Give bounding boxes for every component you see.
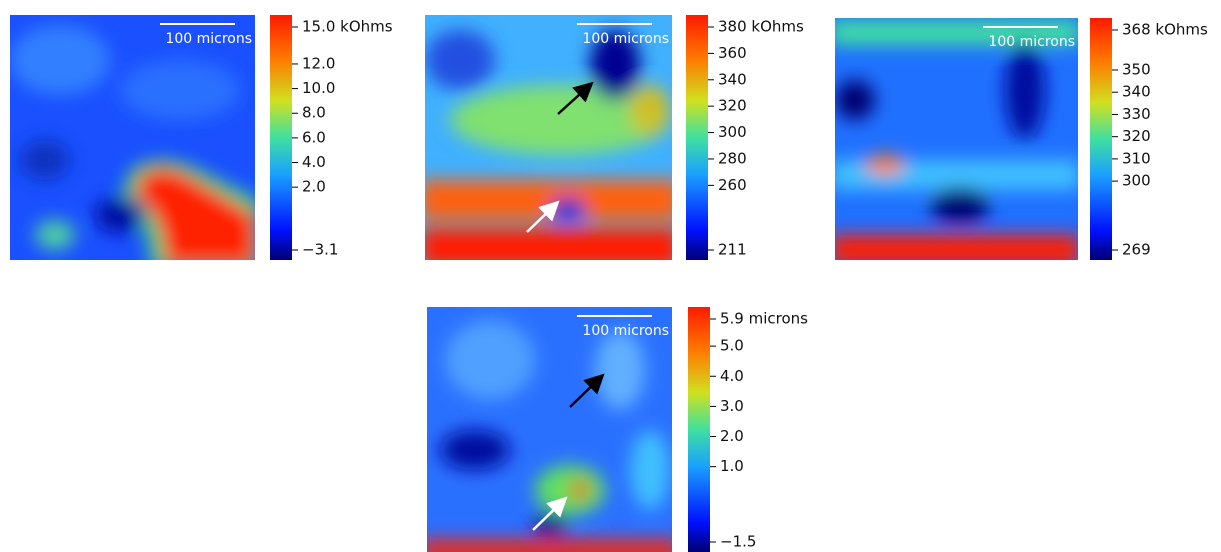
colorbar	[270, 15, 292, 260]
colorbar-tick-label: 260	[718, 176, 747, 194]
heatmap-image	[10, 15, 255, 260]
scale-bar-label: 100 microns	[582, 323, 669, 339]
colorbar-tick-label: 8.0	[302, 104, 326, 122]
colorbar-tick-label: 12.0	[302, 54, 335, 72]
colorbar-tick-label: −3.1	[302, 241, 338, 259]
scale-bar-label: 100 microns	[165, 31, 252, 47]
colorbar-tick-label: 10.0	[302, 79, 335, 97]
colorbar-tick-label: 6.0	[302, 128, 326, 146]
colorbar-tick-label: 330	[1122, 105, 1151, 123]
colorbar-tick-label: 380 kOhms	[718, 18, 804, 36]
colorbar-tick-label: −1.5	[720, 533, 756, 551]
colorbar-tick-label: 280	[718, 149, 747, 167]
colorbar-tick-label: 2.0	[302, 178, 326, 196]
colorbar-tick-label: 300	[1122, 172, 1151, 190]
scale-bar-label: 100 microns	[988, 34, 1075, 50]
colorbar-tick-label: 300	[718, 123, 747, 141]
colorbar-tick-label: 4.0	[302, 153, 326, 171]
colorbar-tick-label: 368 kOhms	[1122, 21, 1208, 39]
colorbar-tick-label: 320	[718, 97, 747, 115]
colorbar-tick-label: 15.0 kOhms	[302, 18, 393, 36]
colorbar-tick-label: 340	[718, 70, 747, 88]
colorbar-tick-label: 360	[718, 44, 747, 62]
colorbar-tick-label: 211	[718, 241, 747, 259]
colorbar-tick-label: 2.0	[720, 427, 744, 445]
colorbar	[686, 15, 708, 260]
heatmap-image	[425, 15, 672, 260]
colorbar-tick-label: 310	[1122, 149, 1151, 167]
arrow	[569, 373, 605, 408]
colorbar-tick-label: 320	[1122, 127, 1151, 145]
colorbar-tick-label: 350	[1122, 61, 1151, 79]
colorbar	[1090, 18, 1112, 260]
scale-bar-label: 100 microns	[582, 31, 669, 47]
colorbar-tick-label: 1.0	[720, 457, 744, 475]
colorbar-tick-label: 5.0	[720, 337, 744, 355]
colorbar-tick-label: 3.0	[720, 397, 744, 415]
colorbar-tick-label: 269	[1122, 241, 1151, 259]
colorbar-tick-label: 4.0	[720, 367, 744, 385]
arrow	[526, 200, 560, 233]
colorbar-tick-label: 5.9 microns	[720, 310, 808, 328]
colorbar-tick-label: 340	[1122, 83, 1151, 101]
arrow	[557, 81, 594, 115]
colorbar	[688, 307, 710, 552]
arrow	[532, 496, 568, 531]
heatmap-image	[835, 18, 1078, 260]
